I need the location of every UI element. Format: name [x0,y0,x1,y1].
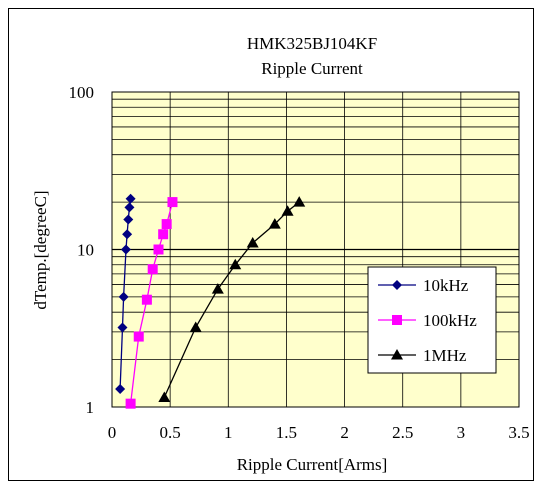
y-tick-label: 1 [86,398,95,417]
data-point-1mhz [211,283,224,294]
data-point-10khz [122,229,133,240]
x-tick-label: 3.5 [508,423,529,442]
data-point-1mhz [281,205,294,216]
y-tick-label: 100 [69,83,95,102]
data-point-10khz [124,202,135,213]
data-point-100khz [158,229,169,240]
data-point-10khz [117,322,128,333]
data-point-10khz [118,291,129,302]
y-tick-label: 10 [77,241,94,260]
legend: 10kHz 100kHz 1MHz [367,266,497,374]
data-point-1mhz [229,258,242,270]
chart-title: HMK325BJ104KF [247,34,377,53]
data-point-10khz [123,214,134,225]
data-point-10khz [115,384,126,395]
data-point-10khz [125,193,136,204]
legend-marker-10khz [392,280,402,290]
data-point-10khz [120,244,131,255]
data-point-100khz [167,197,178,208]
legend-marker-100khz [392,315,402,325]
data-point-100khz [133,331,144,342]
data-point-1mhz [158,391,171,402]
series-1mhz [158,196,306,402]
y-axis-label: dTemp.[degreeC] [31,190,50,309]
x-tick-label: 1 [224,423,233,442]
series-10khz [115,193,136,395]
series-100khz [125,197,178,409]
x-tick-label: 2 [340,423,349,442]
x-tick-label: 3 [457,423,466,442]
data-point-1mhz [268,218,281,229]
x-axis-label: Ripple Current[Arms] [237,455,388,474]
legend-label-100khz: 100kHz [423,311,477,330]
data-point-1mhz [293,196,306,207]
data-point-100khz [161,219,172,230]
legend-marker-1mhz [391,349,403,360]
chart-subtitle: Ripple Current [261,59,363,78]
data-point-1mhz [246,236,259,248]
x-tick-label: 1.5 [276,423,297,442]
series-layer [115,193,306,409]
legend-label-10khz: 10kHz [423,276,469,295]
legend-label-1mhz: 1MHz [423,346,467,365]
x-tick-label: 0.5 [160,423,181,442]
data-point-100khz [147,264,158,275]
x-tick-labels: 0 0.5 1 1.5 2 2.5 3 3.5 [108,423,530,442]
data-point-100khz [141,294,152,305]
x-tick-label: 2.5 [392,423,413,442]
y-tick-labels: 1 10 100 [69,83,95,417]
data-point-100khz [153,244,164,255]
data-point-100khz [125,398,136,409]
x-tick-label: 0 [108,423,117,442]
data-point-1mhz [189,321,202,332]
